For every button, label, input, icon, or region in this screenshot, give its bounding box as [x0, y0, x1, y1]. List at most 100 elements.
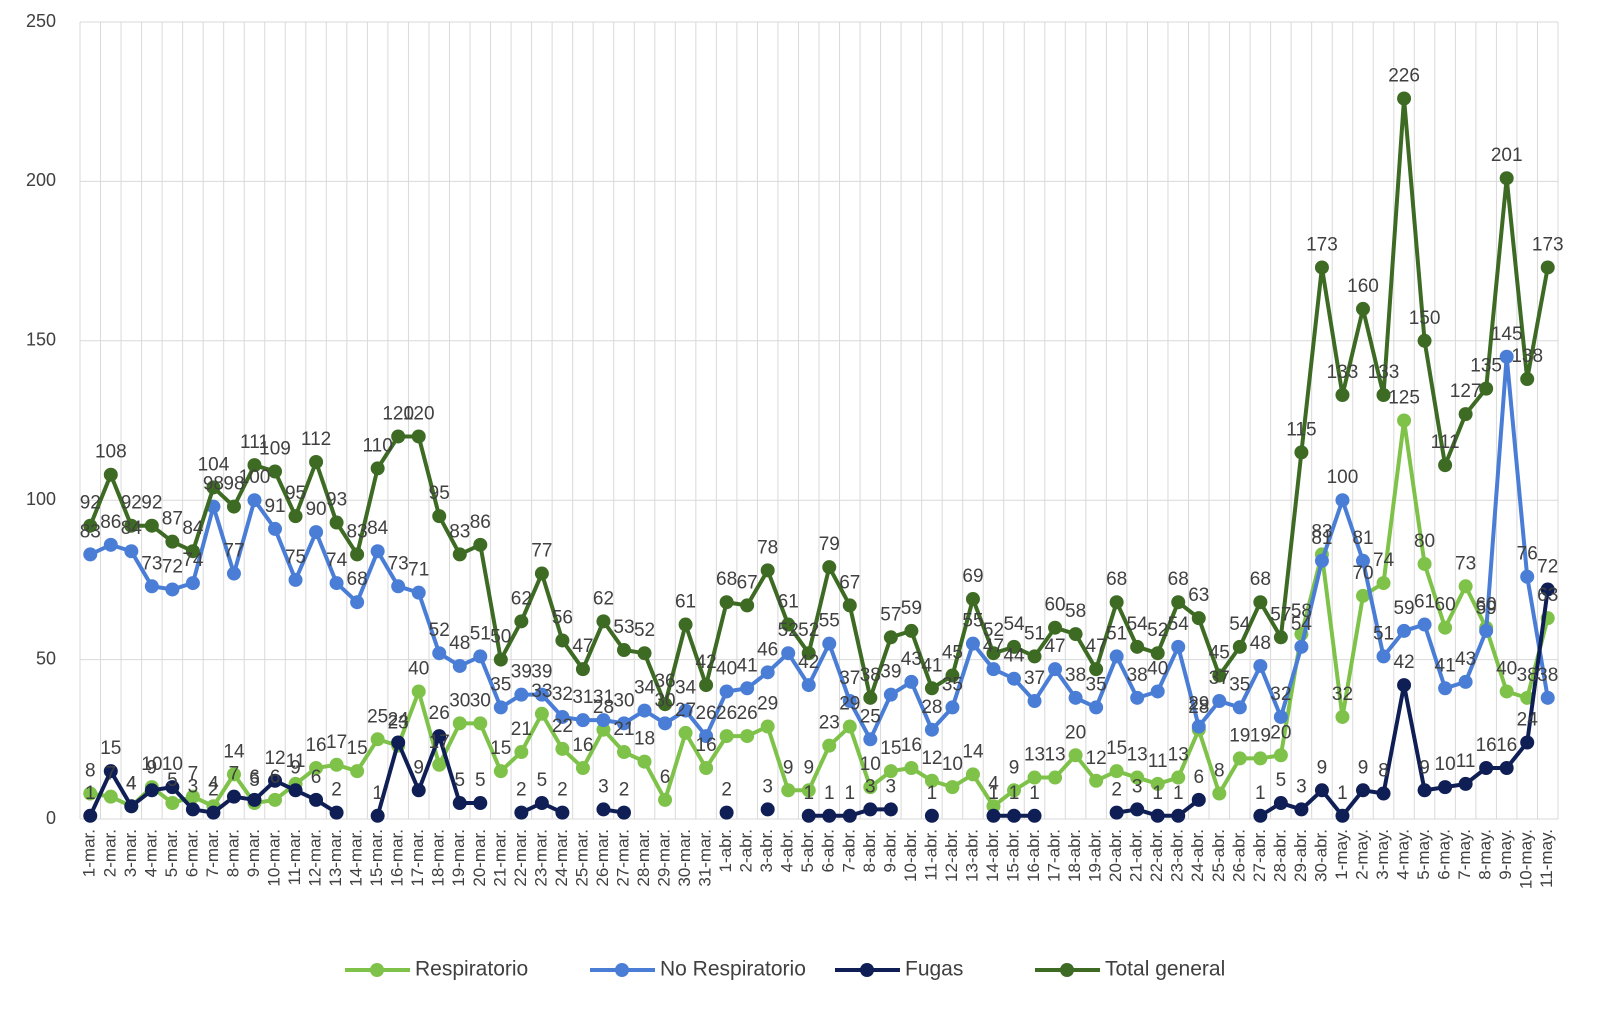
- data-label: 21: [511, 719, 532, 740]
- data-label: 30: [654, 690, 675, 711]
- data-label: 38: [1537, 665, 1558, 686]
- x-tick-label: 5-may.: [1414, 829, 1433, 880]
- data-label: 15: [880, 738, 901, 759]
- data-label: 4: [988, 773, 999, 794]
- data-label: 10: [942, 754, 963, 775]
- data-label: 58: [1291, 601, 1312, 622]
- point: [144, 783, 159, 798]
- x-tick-label: 8-abr.: [860, 829, 879, 872]
- data-label: 44: [1003, 646, 1025, 667]
- data-label: 92: [121, 493, 142, 514]
- data-label: 91: [264, 496, 285, 517]
- point: [986, 662, 1001, 677]
- legend-marker: [615, 963, 629, 977]
- data-label: 95: [429, 483, 450, 504]
- data-label: 19: [1250, 725, 1271, 746]
- point: [1191, 792, 1206, 807]
- point: [309, 454, 324, 469]
- data-label: 3: [762, 776, 773, 797]
- data-label: 37: [1209, 668, 1230, 689]
- x-tick-label: 24-abr.: [1188, 829, 1207, 882]
- data-label: 15: [1106, 738, 1127, 759]
- point: [616, 643, 631, 658]
- point: [1376, 786, 1391, 801]
- data-label: 42: [798, 652, 819, 673]
- data-label: 68: [347, 569, 368, 590]
- point: [658, 697, 673, 712]
- data-label: 10: [860, 754, 881, 775]
- data-label: 5: [167, 770, 178, 791]
- data-label: 79: [819, 534, 840, 555]
- point: [719, 805, 734, 820]
- data-label: 73: [1455, 553, 1476, 574]
- point: [1027, 649, 1042, 664]
- point: [1438, 681, 1453, 696]
- series-line: [89, 356, 1550, 744]
- data-label: 34: [675, 678, 697, 699]
- data-label: 1: [845, 783, 856, 804]
- x-tick-label: 21-abr.: [1127, 829, 1146, 882]
- point: [986, 799, 1001, 814]
- x-tick-label: 2-may.: [1352, 829, 1371, 880]
- point: [1273, 796, 1288, 811]
- data-label: 9: [1419, 757, 1430, 778]
- data-label: 98: [223, 474, 244, 495]
- point: [144, 518, 159, 533]
- point: [452, 658, 467, 673]
- data-label: 16: [572, 735, 593, 756]
- data-label: 28: [593, 697, 614, 718]
- data-label: 39: [511, 662, 532, 683]
- data-label: 15: [347, 738, 368, 759]
- point: [1499, 349, 1514, 364]
- data-label: 52: [634, 620, 655, 641]
- data-label: 3: [598, 776, 609, 797]
- data-label: 100: [239, 467, 271, 488]
- data-label: 29: [839, 694, 860, 715]
- point: [473, 796, 488, 811]
- data-label: 59: [1476, 598, 1497, 619]
- point: [1314, 783, 1329, 798]
- x-tick-label: 8-may.: [1476, 829, 1495, 880]
- data-label: 54: [1291, 614, 1313, 635]
- point: [637, 646, 652, 661]
- legend-label: Respiratorio: [415, 958, 528, 981]
- data-label: 5: [249, 770, 260, 791]
- data-label: 78: [757, 537, 778, 558]
- x-tick-label: 12-mar.: [306, 829, 325, 887]
- data-label: 56: [552, 607, 573, 628]
- data-label: 8: [85, 761, 96, 782]
- point: [1212, 786, 1227, 801]
- x-tick-label: 16-mar.: [388, 829, 407, 887]
- data-label: 69: [962, 566, 983, 587]
- legend-label: Fugas: [905, 958, 963, 981]
- point: [904, 674, 919, 689]
- series-line: [88, 98, 1550, 711]
- point: [1007, 639, 1022, 654]
- point: [1130, 690, 1145, 705]
- point: [678, 725, 693, 740]
- point: [1438, 458, 1453, 473]
- point: [165, 534, 180, 549]
- point: [760, 802, 775, 817]
- point: [514, 805, 529, 820]
- data-label: 47: [572, 636, 593, 657]
- legend-marker: [860, 963, 874, 977]
- data-label: 38: [1517, 665, 1538, 686]
- point: [842, 719, 857, 734]
- data-label: 39: [531, 662, 552, 683]
- data-label: 120: [382, 403, 414, 424]
- data-label: 150: [1409, 308, 1441, 329]
- x-tick-label: 1-may.: [1332, 829, 1351, 880]
- data-label: 30: [449, 690, 470, 711]
- point: [1458, 776, 1473, 791]
- point: [83, 808, 98, 823]
- data-label: 1: [803, 783, 814, 804]
- point: [760, 563, 775, 578]
- data-label: 31: [593, 687, 614, 708]
- point: [1171, 770, 1186, 785]
- data-label: 1: [1255, 783, 1266, 804]
- data-label: 74: [326, 550, 348, 571]
- x-tick-label: 14-mar.: [347, 829, 366, 887]
- point: [103, 467, 118, 482]
- y-tick-label: 250: [26, 11, 56, 31]
